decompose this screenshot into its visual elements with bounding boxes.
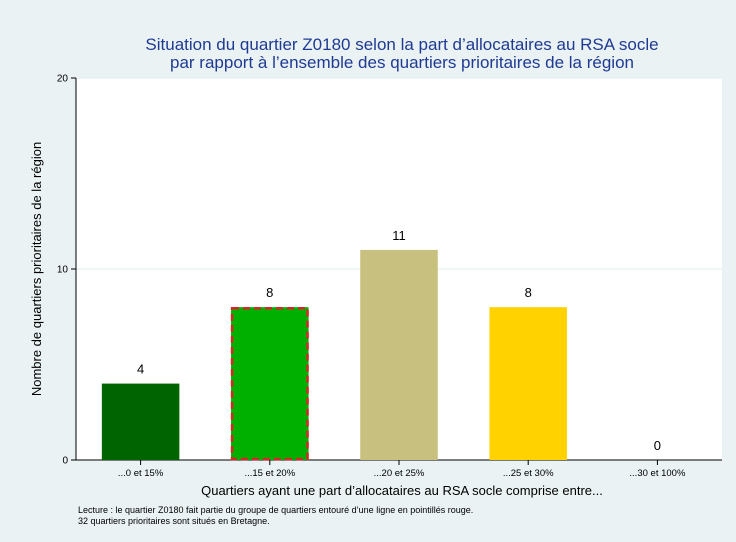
bar-2 <box>231 307 309 460</box>
y-tick-label: 0 <box>62 456 68 467</box>
bar-3 <box>360 249 438 460</box>
reading-note: Lecture : le quartier Z0180 fait partie … <box>78 505 473 515</box>
data-label-2: 8 <box>266 285 273 300</box>
bar-1 <box>101 383 180 460</box>
y-ticks: 0 10 20 <box>57 74 76 467</box>
x-tick-label-2: ...15 et 20% <box>244 468 295 479</box>
y-axis-title: Nombre de quartiers prioritaires de la r… <box>29 142 44 396</box>
y-tick-label: 10 <box>57 265 69 276</box>
highlight-outline <box>230 306 309 461</box>
region-count-note: 32 quartiers prioritaires sont situés en… <box>78 516 270 526</box>
x-tick-label-3: ...20 et 25% <box>374 468 425 479</box>
data-label-1: 4 <box>137 362 144 377</box>
bars <box>101 249 567 461</box>
x-tick-label-1: ...0 et 15% <box>118 468 164 479</box>
chart-title-line-1: Situation du quartier Z0180 selon la par… <box>145 35 658 54</box>
data-label-3: 11 <box>392 228 406 243</box>
chart-title-line-2: par rapport à l’ensemble des quartiers p… <box>170 53 634 72</box>
x-tick-label-4: ...25 et 30% <box>503 468 554 479</box>
data-label-5: 0 <box>654 438 661 453</box>
bar-4 <box>489 307 567 460</box>
data-labels: 4 8 11 8 0 <box>137 228 661 453</box>
y-tick-label: 20 <box>57 74 69 85</box>
x-axis-title: Quartiers ayant une part d’allocataires … <box>201 483 603 498</box>
x-tick-label-5: ...30 et 100% <box>629 468 686 479</box>
x-ticks: ...0 et 15% ...15 et 20% ...20 et 25% ...25… <box>118 460 686 479</box>
data-label-4: 8 <box>525 285 532 300</box>
